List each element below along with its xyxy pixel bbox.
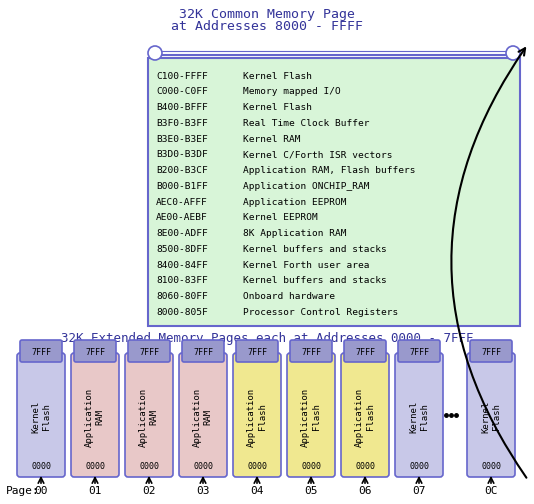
- Text: 7FFF: 7FFF: [139, 348, 159, 357]
- FancyBboxPatch shape: [125, 353, 173, 477]
- Text: 07: 07: [412, 486, 426, 496]
- FancyBboxPatch shape: [71, 353, 119, 477]
- Text: Kernel
Flash: Kernel Flash: [32, 401, 51, 433]
- Text: Application RAM, Flash buffers: Application RAM, Flash buffers: [243, 166, 415, 175]
- Text: 0000: 0000: [31, 462, 51, 471]
- Text: Page:: Page:: [6, 486, 40, 496]
- Ellipse shape: [148, 46, 162, 60]
- Text: 7FFF: 7FFF: [85, 348, 105, 357]
- FancyBboxPatch shape: [398, 340, 440, 362]
- FancyBboxPatch shape: [74, 340, 116, 362]
- Text: 01: 01: [88, 486, 102, 496]
- Text: Kernel buffers and stacks: Kernel buffers and stacks: [243, 277, 387, 285]
- FancyBboxPatch shape: [341, 353, 389, 477]
- Text: 03: 03: [197, 486, 210, 496]
- Text: Kernel
Flash: Kernel Flash: [481, 401, 501, 433]
- Text: at Addresses 8000 - FFFF: at Addresses 8000 - FFFF: [171, 20, 363, 33]
- Text: 0000: 0000: [85, 462, 105, 471]
- FancyBboxPatch shape: [20, 340, 62, 362]
- Text: 8K Application RAM: 8K Application RAM: [243, 229, 347, 238]
- Text: Kernel buffers and stacks: Kernel buffers and stacks: [243, 245, 387, 254]
- Text: 0000: 0000: [481, 462, 501, 471]
- FancyArrowPatch shape: [451, 48, 527, 478]
- Text: Kernel C/Forth ISR vectors: Kernel C/Forth ISR vectors: [243, 151, 392, 159]
- Text: Application EEPROM: Application EEPROM: [243, 198, 347, 207]
- Text: 7FFF: 7FFF: [193, 348, 213, 357]
- Text: 0C: 0C: [484, 486, 498, 496]
- Text: Kernel EEPROM: Kernel EEPROM: [243, 214, 318, 222]
- Text: 8E00-ADFF: 8E00-ADFF: [156, 229, 208, 238]
- Text: 02: 02: [142, 486, 156, 496]
- Text: B3D0-B3DF: B3D0-B3DF: [156, 151, 208, 159]
- Text: 0000: 0000: [355, 462, 375, 471]
- FancyBboxPatch shape: [467, 353, 515, 477]
- FancyBboxPatch shape: [470, 340, 512, 362]
- Ellipse shape: [506, 46, 520, 60]
- FancyBboxPatch shape: [17, 353, 65, 477]
- Text: 06: 06: [358, 486, 372, 496]
- Text: 7FFF: 7FFF: [481, 348, 501, 357]
- Text: 7FFF: 7FFF: [31, 348, 51, 357]
- Text: 7FFF: 7FFF: [301, 348, 321, 357]
- Text: Application
Flash: Application Flash: [247, 388, 266, 447]
- FancyBboxPatch shape: [128, 340, 170, 362]
- Text: 0000: 0000: [301, 462, 321, 471]
- Text: 00: 00: [34, 486, 48, 496]
- Text: Processor Control Registers: Processor Control Registers: [243, 308, 398, 317]
- Text: AEC0-AFFF: AEC0-AFFF: [156, 198, 208, 207]
- Text: 8500-8DFF: 8500-8DFF: [156, 245, 208, 254]
- Text: C000-C0FF: C000-C0FF: [156, 88, 208, 96]
- Text: B200-B3CF: B200-B3CF: [156, 166, 208, 175]
- Text: Application ONCHIP_RAM: Application ONCHIP_RAM: [243, 182, 370, 191]
- Text: 8060-80FF: 8060-80FF: [156, 292, 208, 301]
- Text: Kernel Flash: Kernel Flash: [243, 72, 312, 81]
- Text: 0000: 0000: [409, 462, 429, 471]
- Text: B400-BFFF: B400-BFFF: [156, 103, 208, 112]
- Text: Kernel Forth user area: Kernel Forth user area: [243, 261, 370, 270]
- FancyBboxPatch shape: [290, 340, 332, 362]
- Text: B3F0-B3FF: B3F0-B3FF: [156, 119, 208, 128]
- Text: Application
RAM: Application RAM: [139, 388, 159, 447]
- Text: 05: 05: [304, 486, 318, 496]
- Text: Kernel
Flash: Kernel Flash: [409, 401, 429, 433]
- FancyBboxPatch shape: [236, 340, 278, 362]
- FancyBboxPatch shape: [287, 353, 335, 477]
- Text: 7FFF: 7FFF: [247, 348, 267, 357]
- Text: 7FFF: 7FFF: [409, 348, 429, 357]
- Text: Kernel Flash: Kernel Flash: [243, 103, 312, 112]
- FancyBboxPatch shape: [148, 58, 520, 326]
- Text: Kernel RAM: Kernel RAM: [243, 135, 301, 144]
- FancyBboxPatch shape: [182, 340, 224, 362]
- Text: Onboard hardware: Onboard hardware: [243, 292, 335, 301]
- FancyBboxPatch shape: [233, 353, 281, 477]
- Text: Application
RAM: Application RAM: [85, 388, 105, 447]
- Text: 32K Common Memory Page: 32K Common Memory Page: [179, 8, 355, 21]
- Text: 8000-805F: 8000-805F: [156, 308, 208, 317]
- Text: B000-B1FF: B000-B1FF: [156, 182, 208, 191]
- Text: B3E0-B3EF: B3E0-B3EF: [156, 135, 208, 144]
- Text: AE00-AEBF: AE00-AEBF: [156, 214, 208, 222]
- Text: 8100-83FF: 8100-83FF: [156, 277, 208, 285]
- Text: 7FFF: 7FFF: [355, 348, 375, 357]
- Text: Application
RAM: Application RAM: [193, 388, 213, 447]
- Text: 0000: 0000: [193, 462, 213, 471]
- Text: C100-FFFF: C100-FFFF: [156, 72, 208, 81]
- FancyBboxPatch shape: [344, 340, 386, 362]
- Text: Real Time Clock Buffer: Real Time Clock Buffer: [243, 119, 370, 128]
- Text: 8400-84FF: 8400-84FF: [156, 261, 208, 270]
- FancyBboxPatch shape: [395, 353, 443, 477]
- Text: Memory mapped I/O: Memory mapped I/O: [243, 88, 341, 96]
- Text: 0000: 0000: [139, 462, 159, 471]
- Text: Application
Flash: Application Flash: [355, 388, 375, 447]
- FancyBboxPatch shape: [179, 353, 227, 477]
- Text: Application
Flash: Application Flash: [301, 388, 321, 447]
- Text: 04: 04: [250, 486, 264, 496]
- Text: 0000: 0000: [247, 462, 267, 471]
- Text: 32K Extended Memory Pages each at Addresses 0000 - 7FFF: 32K Extended Memory Pages each at Addres…: [61, 332, 473, 345]
